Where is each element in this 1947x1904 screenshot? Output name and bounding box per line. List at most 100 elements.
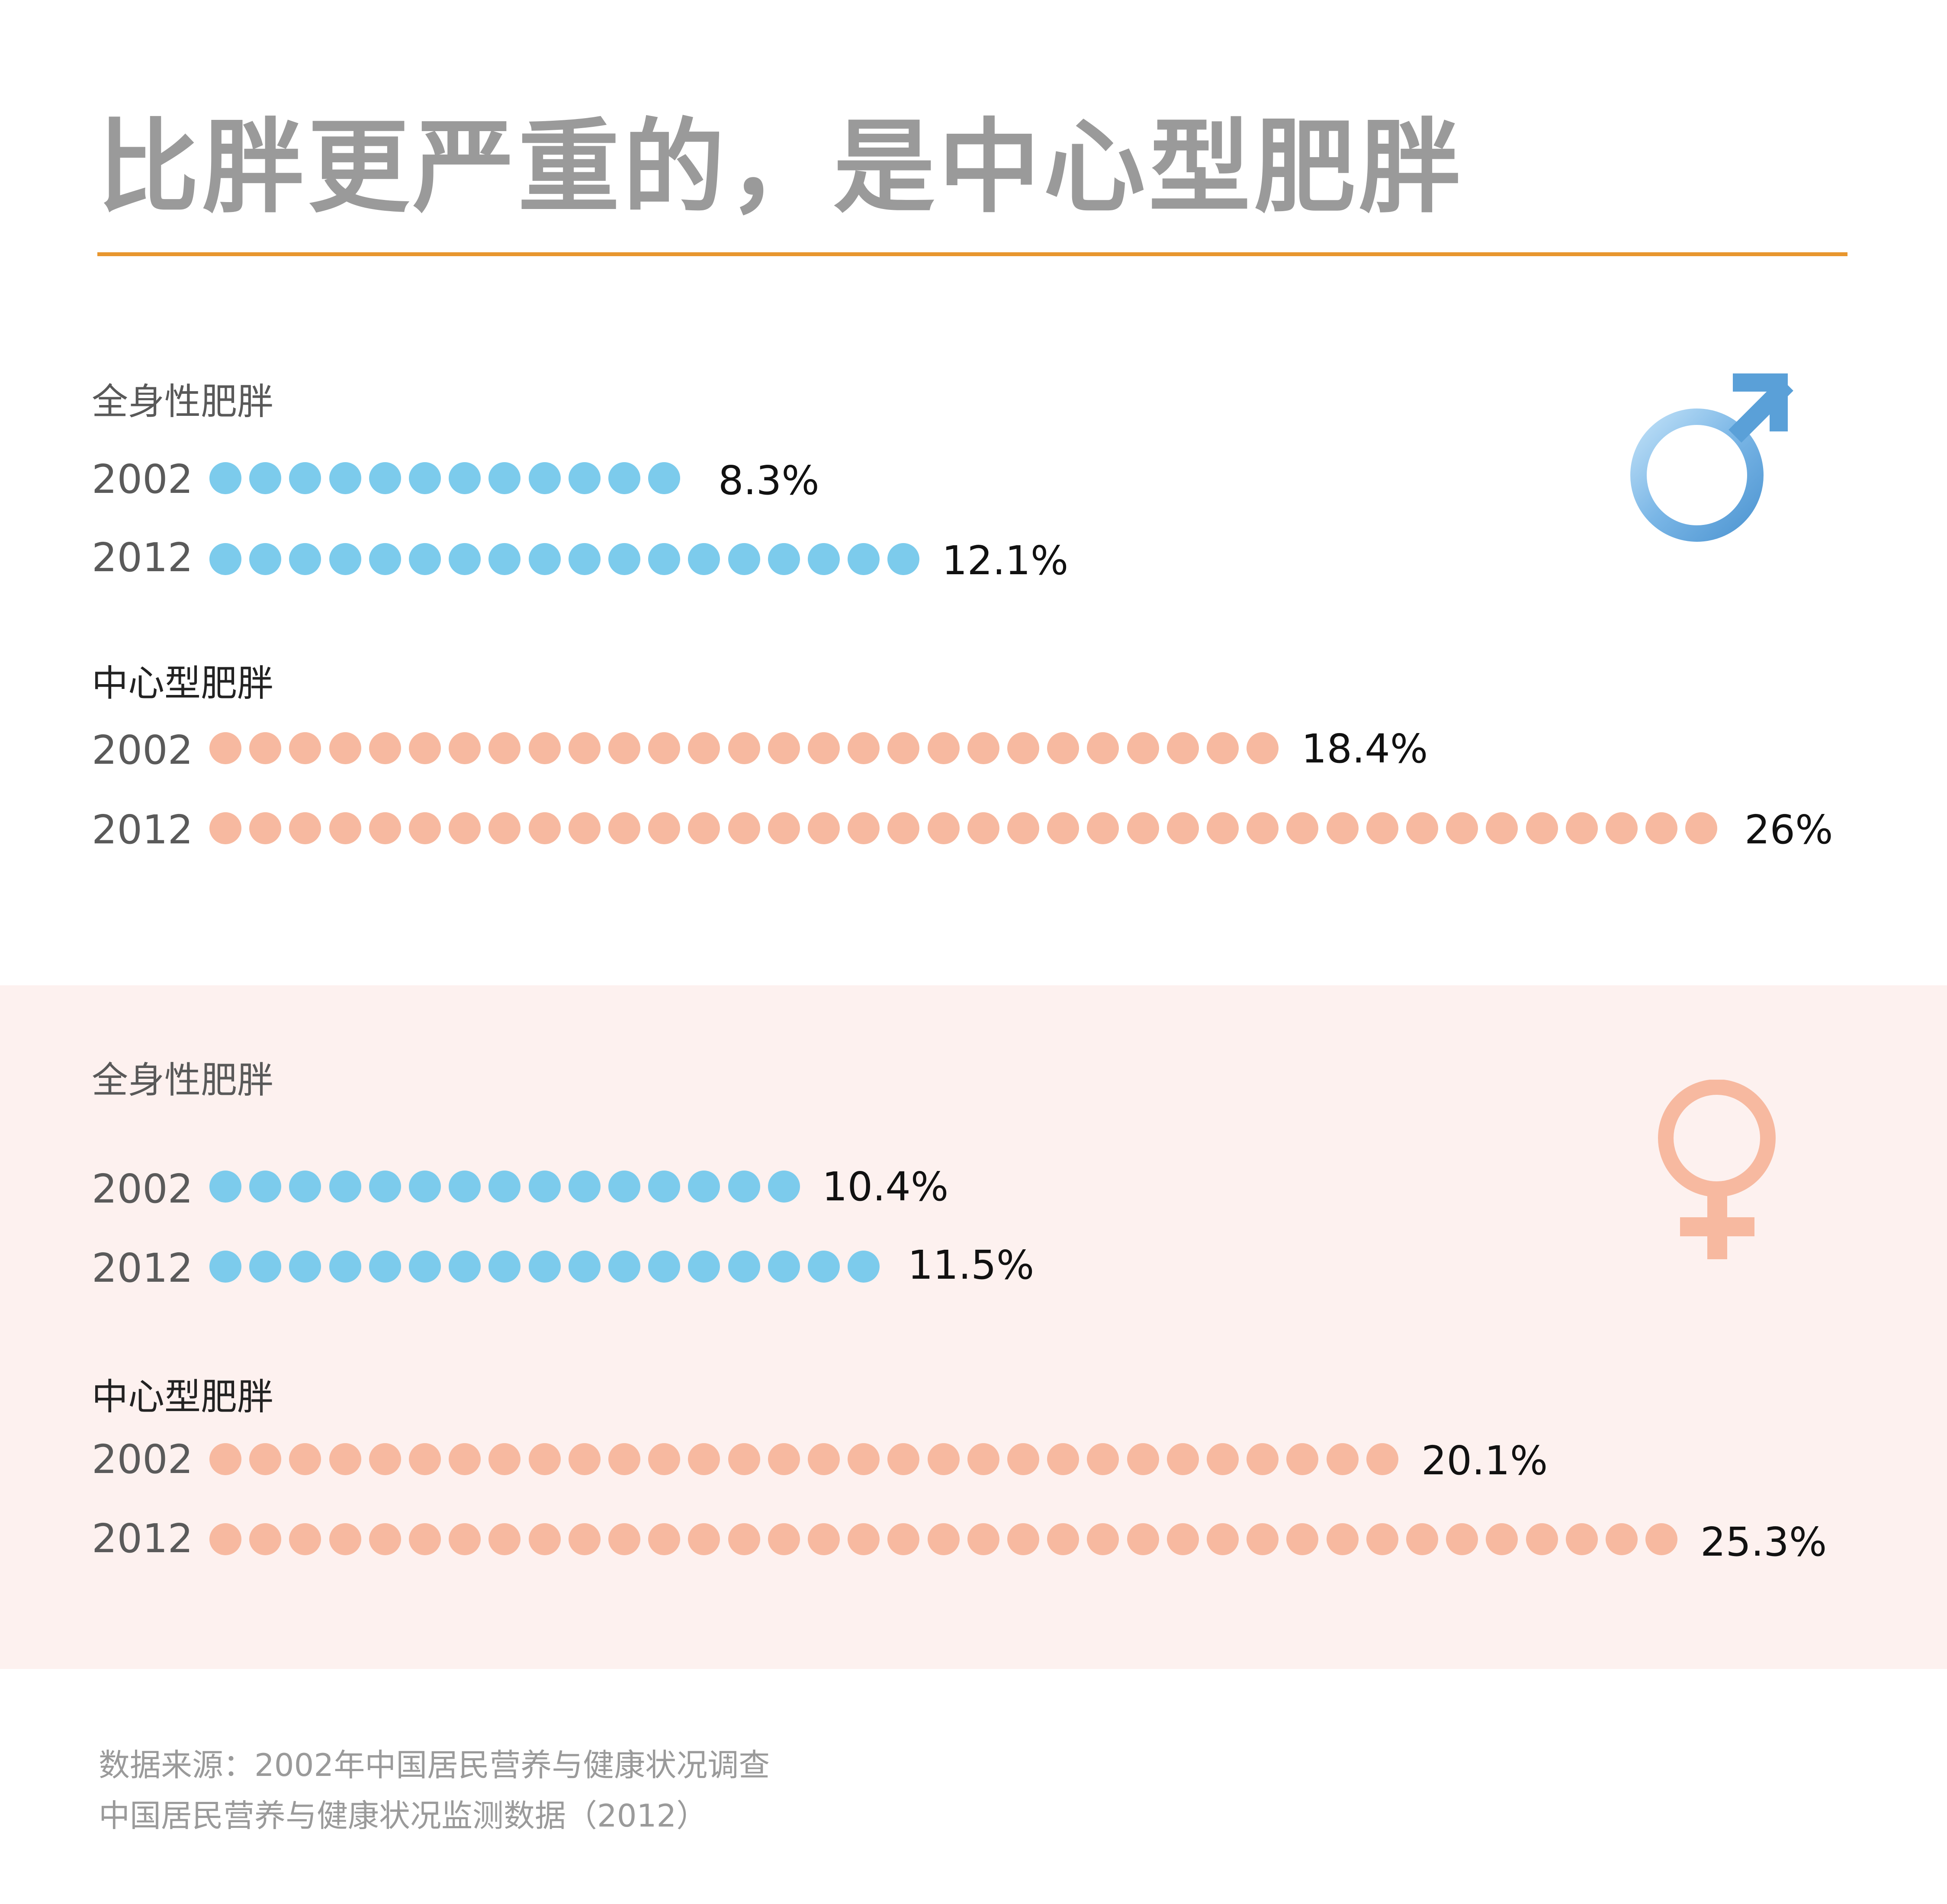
male-central-2012-dot-23 xyxy=(1087,812,1119,844)
male-central-2012-dot-28 xyxy=(1286,812,1319,844)
male-general-2012-year: 2012 xyxy=(92,534,193,581)
female-central-2012-dot-35 xyxy=(1565,1523,1598,1555)
female-general-2012-dot-12 xyxy=(648,1251,681,1283)
male-general-2012-dot-15 xyxy=(768,543,800,575)
female-general-2002-year: 2002 xyxy=(92,1166,193,1212)
male-general-2002-dot-9 xyxy=(528,462,561,494)
female-central-2012-dot-33 xyxy=(1486,1523,1518,1555)
female-general-2002-dot-4 xyxy=(329,1171,361,1203)
male-central-2012-dot-9 xyxy=(528,812,561,844)
female-central-2012-dot-8 xyxy=(488,1523,521,1555)
male-general-2002-dot-3 xyxy=(289,462,321,494)
female-general-2012-dot-1 xyxy=(209,1251,241,1283)
female-general-2012-dot-9 xyxy=(528,1251,561,1283)
female-central-2012-dot-27 xyxy=(1247,1523,1279,1555)
male-general-2012-dot-2 xyxy=(249,543,282,575)
male-central-2012-dot-38 xyxy=(1685,812,1718,844)
female-general-2012-dot-3 xyxy=(289,1251,321,1283)
female-general-2002-dot-6 xyxy=(409,1171,441,1203)
male-general-2012-dot-9 xyxy=(528,543,561,575)
female-central-2012-dots xyxy=(209,1523,1678,1556)
female-central-2002-dots xyxy=(209,1443,1398,1476)
female-general-2002-dot-7 xyxy=(449,1171,481,1203)
male-central-2012-dot-22 xyxy=(1047,812,1080,844)
male-general-2002-dot-5 xyxy=(369,462,401,494)
male-central-2012-dot-24 xyxy=(1127,812,1159,844)
male-general-2002-dot-12 xyxy=(648,462,681,494)
male-central-2002-dot-21 xyxy=(1007,732,1039,764)
male-central-2002-dot-18 xyxy=(887,732,920,764)
female-central-2002-dot-5 xyxy=(369,1443,401,1475)
female-central-2012-dot-18 xyxy=(887,1523,920,1555)
male-central-2002-dot-23 xyxy=(1087,732,1119,764)
female-general-2012-dot-15 xyxy=(768,1251,800,1283)
male-general-2012-dot-16 xyxy=(808,543,840,575)
female-central-2012-year: 2012 xyxy=(92,1515,193,1562)
male-central-2012-dots xyxy=(209,812,1718,845)
male-central-2002-dot-9 xyxy=(528,732,561,764)
male-central-2012-dot-29 xyxy=(1326,812,1359,844)
male-central-2012-value: 26% xyxy=(1745,807,1833,853)
male-general-2012-dot-10 xyxy=(568,543,601,575)
female-central-2002-dot-1 xyxy=(209,1443,241,1475)
female-central-2002-dot-2 xyxy=(249,1443,282,1475)
male-central-2012-dot-4 xyxy=(329,812,361,844)
female-central-2012-dot-22 xyxy=(1047,1523,1080,1555)
female-central-2012-dot-15 xyxy=(768,1523,800,1555)
male-central-2002-dot-14 xyxy=(728,732,760,764)
male-central-2002-dots xyxy=(209,732,1279,765)
female-central-2012-dot-17 xyxy=(848,1523,880,1555)
male-central-2012-dot-31 xyxy=(1406,812,1438,844)
male-central-2002-value: 18.4% xyxy=(1301,726,1428,772)
female-general-2002-dot-8 xyxy=(488,1171,521,1203)
female-central-2012-dot-9 xyxy=(528,1523,561,1555)
male-central-2002-year: 2002 xyxy=(92,727,193,773)
male-general-2002-dot-7 xyxy=(449,462,481,494)
male-central-2012-dot-36 xyxy=(1606,812,1638,844)
male-central-2002-dot-25 xyxy=(1166,732,1199,764)
female-general-2012-dot-5 xyxy=(369,1251,401,1283)
female-central-2002-dot-9 xyxy=(528,1443,561,1475)
male-central-2002-dot-24 xyxy=(1127,732,1159,764)
female-central-2002-dot-18 xyxy=(887,1443,920,1475)
male-central-2002-dot-12 xyxy=(648,732,681,764)
male-central-2012-dot-32 xyxy=(1446,812,1478,844)
female-central-2002-dot-21 xyxy=(1007,1443,1039,1475)
female-general-2012-dot-10 xyxy=(568,1251,601,1283)
male-general-2012-value: 12.1% xyxy=(942,537,1069,584)
female-central-2002-dot-3 xyxy=(289,1443,321,1475)
male-central-2002-dot-11 xyxy=(608,732,640,764)
female-general-2012-dot-16 xyxy=(808,1251,840,1283)
female-general-2012-year: 2012 xyxy=(92,1245,193,1291)
female-general-2002-dot-1 xyxy=(209,1171,241,1203)
female-central-2012-dot-30 xyxy=(1366,1523,1398,1555)
female-central-2012-dot-20 xyxy=(967,1523,999,1555)
female-general-2012-dots xyxy=(209,1251,880,1283)
male-general-obesity-label: 全身性肥胖 xyxy=(92,380,274,423)
male-central-2012-dot-15 xyxy=(768,812,800,844)
female-central-2012-dot-34 xyxy=(1526,1523,1558,1555)
male-central-2012-dot-17 xyxy=(848,812,880,844)
female-general-2012-dot-14 xyxy=(728,1251,760,1283)
male-general-2012-dot-7 xyxy=(449,543,481,575)
female-central-2002-dot-22 xyxy=(1047,1443,1080,1475)
female-central-2002-dot-14 xyxy=(728,1443,760,1475)
male-general-2002-dot-4 xyxy=(329,462,361,494)
male-central-2012-dot-11 xyxy=(608,812,640,844)
male-central-2002-dot-7 xyxy=(449,732,481,764)
female-central-2002-dot-29 xyxy=(1326,1443,1359,1475)
female-central-2012-dot-16 xyxy=(808,1523,840,1555)
male-central-2012-dot-26 xyxy=(1207,812,1239,844)
male-central-2002-dot-4 xyxy=(329,732,361,764)
female-central-2002-dot-26 xyxy=(1207,1443,1239,1475)
male-central-2002-dot-27 xyxy=(1247,732,1279,764)
female-general-2002-value: 10.4% xyxy=(822,1164,949,1210)
male-general-2002-year: 2002 xyxy=(92,456,193,502)
female-central-2002-dot-24 xyxy=(1127,1443,1159,1475)
male-general-2012-dots xyxy=(209,543,920,576)
male-general-2002-dot-1 xyxy=(209,462,241,494)
male-central-2012-dot-2 xyxy=(249,812,282,844)
male-central-2012-year: 2012 xyxy=(92,807,193,853)
male-general-2012-dot-17 xyxy=(848,543,880,575)
male-central-2002-dot-1 xyxy=(209,732,241,764)
